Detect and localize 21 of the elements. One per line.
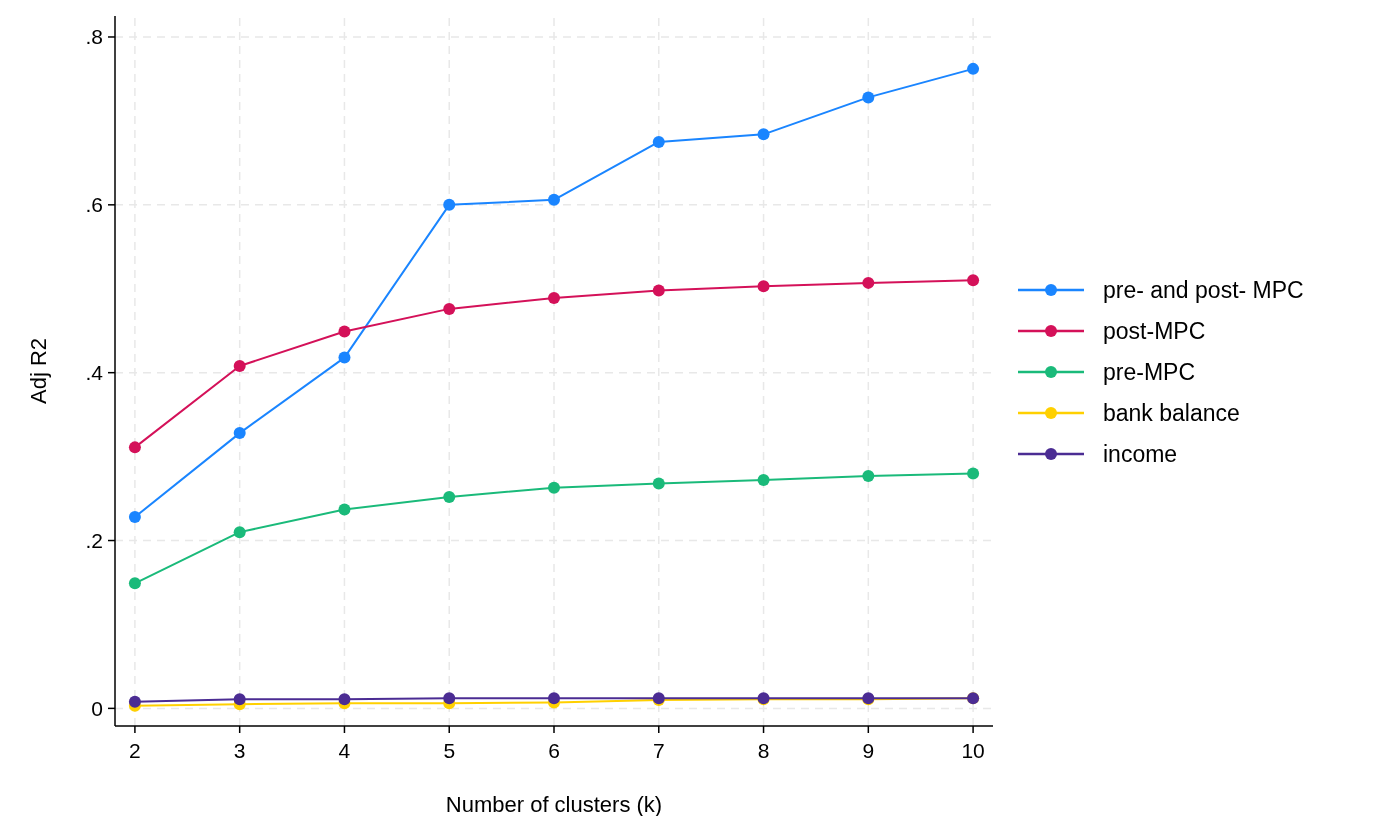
x-tick-label: 3 bbox=[233, 739, 246, 762]
x-tick-label: 10 bbox=[961, 739, 985, 762]
x-tick-label: 2 bbox=[129, 739, 141, 762]
x-tick-label: 6 bbox=[548, 739, 560, 762]
x-tick-label: 5 bbox=[443, 739, 456, 762]
y-tick-label: .2 bbox=[85, 529, 103, 553]
legend-label: pre-MPC bbox=[1103, 359, 1196, 385]
legend-label: income bbox=[1103, 441, 1178, 467]
x-axis-title: Number of clusters (k) bbox=[445, 792, 663, 816]
y-tick-label: 0 bbox=[91, 696, 103, 720]
y-tick-label: .4 bbox=[85, 361, 104, 385]
legend-label: pre- and post- MPC bbox=[1103, 277, 1304, 303]
y-tick-label: .8 bbox=[85, 25, 103, 49]
legend-label: post-MPC bbox=[1103, 318, 1206, 344]
legend-label: bank balance bbox=[1103, 400, 1240, 426]
x-tick-label: 9 bbox=[862, 739, 875, 762]
y-axis-title: Adj R2 bbox=[26, 337, 51, 405]
y-tick-label: .6 bbox=[85, 193, 103, 217]
x-tick-label: 4 bbox=[338, 739, 351, 762]
x-tick-label: 8 bbox=[757, 739, 770, 762]
x-tick-label: 7 bbox=[652, 739, 665, 762]
